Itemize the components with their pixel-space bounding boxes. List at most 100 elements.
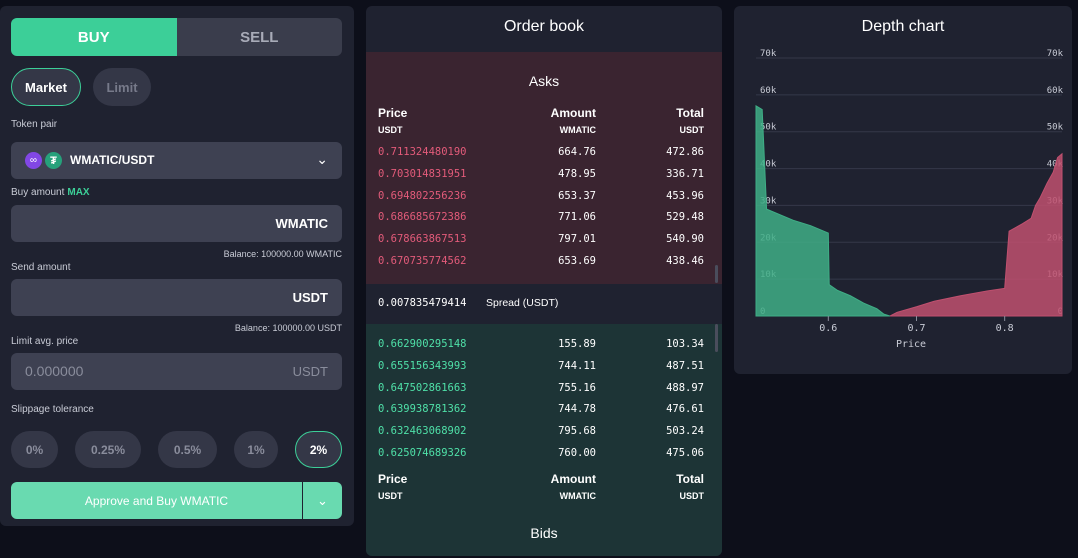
bid-total: 487.51 (666, 359, 704, 372)
slippage-option-selected[interactable]: 2% (295, 431, 342, 468)
buy-balance: Balance: 100000.00 WMATIC (223, 249, 342, 259)
y-tick-label-right: 60k (1047, 86, 1064, 96)
limit-price-value: 0.000000 (25, 363, 84, 379)
ask-row[interactable]: 0.686685672386 771.06 529.48 (366, 208, 722, 229)
buy-amount-label: Buy amount MAX (11, 187, 90, 198)
bid-total: 488.97 (666, 381, 704, 394)
asks-title: Asks (528, 73, 560, 89)
limit-order-button[interactable]: Limit (93, 68, 151, 106)
approve-buy-button[interactable]: Approve and Buy WMATIC (11, 482, 302, 519)
approve-options-button[interactable]: ⌄ (303, 482, 342, 519)
limit-price-label: Limit avg. price (11, 336, 79, 347)
col-price-header: Price (378, 106, 408, 120)
token-pair-value: WMATIC/USDT (70, 153, 155, 167)
y-tick-label-left: 40k (760, 160, 777, 170)
bids-scrollbar[interactable] (715, 324, 718, 352)
bid-row[interactable]: 0.647502861663 755.16 488.97 (366, 379, 722, 400)
buy-tab[interactable]: BUY (11, 18, 177, 56)
col-price-header: Price (378, 472, 408, 486)
bid-price: 0.647502861663 (378, 381, 467, 394)
ask-price: 0.670735774562 (378, 255, 467, 267)
ask-price: 0.686685672386 (378, 211, 467, 224)
bid-amount: 795.68 (558, 425, 596, 438)
chevron-down-icon: ⌄ (316, 151, 328, 167)
ask-amount: 771.06 (558, 211, 596, 224)
ask-amount: 478.95 (558, 167, 596, 180)
asks-section: Asks Price Amount Total USDT WMATIC USDT (366, 52, 722, 284)
ask-amount: 653.37 (558, 189, 596, 202)
x-tick-label: 0.7 (907, 323, 925, 334)
ask-row[interactable]: 0.670735774562 653.69 438.46 (366, 252, 722, 273)
ask-price: 0.678663867513 (378, 233, 467, 246)
ask-total: 336.71 (666, 167, 704, 180)
depth-chart-title: Depth chart (861, 18, 945, 35)
tether-icon: ₮ (45, 152, 62, 169)
ask-amount: 797.01 (558, 233, 596, 246)
ask-total: 453.96 (666, 189, 704, 202)
x-axis-label: Price (896, 339, 926, 350)
spread-label: Spread (USDT) (486, 297, 559, 309)
ask-row[interactable]: 0.678663867513 797.01 540.90 (366, 230, 722, 251)
spread-value: 0.007835479414 (378, 297, 467, 309)
depth-chart-panel: Depth chart 0010k10k20k20k30k30k40k40k50… (734, 6, 1072, 374)
col-total-header: Total (676, 106, 704, 120)
bid-price: 0.662900295148 (378, 338, 467, 350)
sell-tab[interactable]: SELL (176, 18, 342, 56)
bid-row[interactable]: 0.639938781362 744.78 476.61 (366, 400, 722, 421)
spread-row: 0.007835479414 Spread (USDT) (366, 291, 722, 315)
slippage-option[interactable]: 1% (234, 431, 278, 468)
max-button[interactable]: MAX (67, 187, 90, 198)
col-total-unit: USDT (679, 125, 705, 135)
bid-price: 0.625074689326 (378, 447, 467, 459)
x-tick-label: 0.6 (819, 323, 837, 334)
chevron-down-icon: ⌄ (317, 492, 328, 508)
limit-price-input[interactable]: 0.000000 USDT (11, 353, 342, 390)
x-tick-label: 0.8 (996, 323, 1014, 334)
ask-total: 540.90 (666, 233, 704, 246)
bid-price: 0.655156343993 (378, 359, 467, 372)
bid-amount: 760.00 (558, 447, 596, 459)
ask-amount: 664.76 (558, 146, 596, 158)
y-tick-label-left: 60k (760, 86, 777, 96)
depth-chart: 0010k10k20k20k30k30k40k40k50k50k60k60k70… (755, 49, 1064, 350)
bid-amount: 155.89 (558, 338, 596, 350)
col-price-unit: USDT (378, 491, 403, 501)
slippage-option[interactable]: 0% (11, 431, 58, 468)
asks-depth-area (889, 152, 1063, 317)
col-total-header: Total (676, 472, 704, 486)
col-amount-header: Amount (550, 106, 596, 120)
bid-row[interactable]: 0.662900295148 155.89 103.34 (366, 335, 722, 356)
token-pair-select[interactable]: ∞ ₮ WMATIC/USDT ⌄ (11, 142, 342, 179)
ask-price: 0.694802256236 (378, 189, 467, 202)
y-tick-label-left: 50k (760, 123, 777, 133)
ask-total: 472.86 (666, 146, 704, 158)
ask-row[interactable]: 0.703014831951 478.95 336.71 (366, 165, 722, 186)
buy-amount-label-text: Buy amount (11, 187, 65, 198)
y-tick-label-left: 30k (760, 196, 777, 206)
bid-amount: 755.16 (558, 381, 596, 394)
token-pair-label: Token pair (11, 119, 58, 130)
slippage-option[interactable]: 0.5% (158, 431, 217, 468)
y-tick-label-right: 70k (1047, 49, 1064, 59)
bid-row[interactable]: 0.655156343993 744.11 487.51 (366, 357, 722, 378)
y-tick-label-left: 70k (760, 49, 777, 59)
ask-row[interactable]: 0.711324480190 664.76 472.86 (366, 143, 722, 164)
send-amount-input[interactable]: USDT (11, 279, 342, 316)
order-book-title: Order book (503, 18, 585, 35)
buy-amount-input[interactable]: WMATIC (11, 205, 342, 242)
bid-row[interactable]: 0.632463068902 795.68 503.24 (366, 422, 722, 443)
slippage-option[interactable]: 0.25% (75, 431, 141, 468)
bids-title: Bids (530, 525, 558, 541)
bid-row[interactable]: 0.625074689326 760.00 475.06 (366, 444, 722, 465)
bid-total: 503.24 (666, 425, 704, 438)
market-order-button[interactable]: Market (11, 68, 81, 106)
asks-scrollbar[interactable] (715, 265, 718, 283)
ask-row[interactable]: 0.694802256236 653.37 453.96 (366, 187, 722, 208)
bid-total: 475.06 (666, 447, 704, 459)
send-amount-label: Send amount (11, 262, 71, 273)
col-amount-unit: WMATIC (559, 125, 596, 135)
bid-amount: 744.11 (558, 359, 596, 372)
y-tick-label-right: 50k (1047, 123, 1064, 133)
bid-price: 0.639938781362 (378, 403, 467, 416)
ask-total: 438.46 (666, 255, 704, 267)
